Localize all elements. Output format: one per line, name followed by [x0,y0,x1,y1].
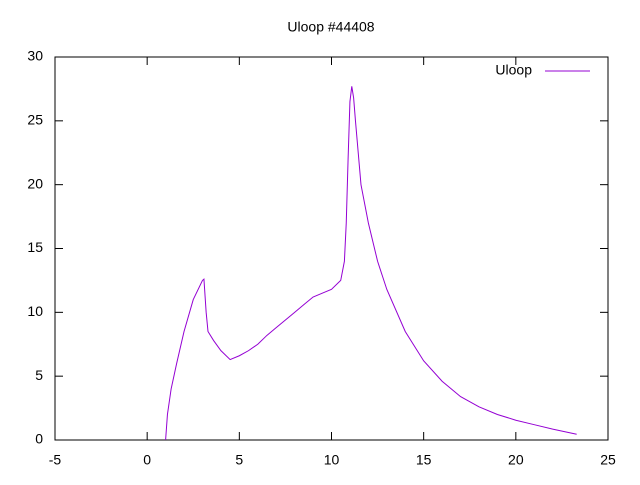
y-tick-label: 15 [27,239,43,255]
plot-border [54,56,609,441]
y-tick-label: 0 [35,431,43,447]
line [165,86,577,441]
x-tick-label: -5 [49,452,62,468]
y-tick-label: 25 [27,112,43,128]
x-tick-label: 5 [235,452,243,468]
y-tick-label: 10 [27,303,43,319]
x-tick-label: 25 [600,452,616,468]
x-tick-label: 0 [143,452,151,468]
x-tick-label: 20 [508,452,524,468]
y-tick-label: 5 [35,367,43,383]
x-tick-label: 10 [324,452,340,468]
chart-title: Uloop #44408 [287,19,374,35]
y-tick-label: 20 [27,175,43,191]
legend-label: Uloop [495,62,532,78]
x-tick-label: 15 [416,452,432,468]
y-tick-label: 30 [27,48,43,64]
